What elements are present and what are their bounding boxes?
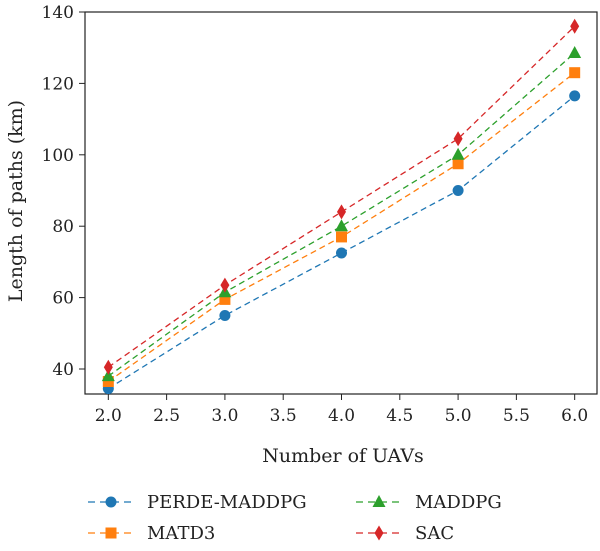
legend-marker bbox=[374, 525, 384, 541]
x-tick-label: 3.5 bbox=[270, 406, 297, 426]
legend-label: MATD3 bbox=[147, 523, 215, 544]
y-axis-ticks: 40 60 80 100 120 140 bbox=[42, 3, 85, 380]
data-point bbox=[102, 376, 114, 388]
y-tick-label: 80 bbox=[52, 217, 74, 237]
y-tick-label: 140 bbox=[42, 3, 74, 23]
x-tick-label: 4.5 bbox=[386, 406, 413, 426]
data-point bbox=[451, 147, 465, 160]
data-point bbox=[336, 231, 347, 243]
plot-frame bbox=[84, 11, 598, 395]
series-line bbox=[107, 95, 576, 390]
data-point bbox=[103, 359, 113, 375]
data-point bbox=[453, 131, 463, 147]
series-sac bbox=[103, 18, 580, 375]
legend-label: MADDPG bbox=[415, 492, 502, 513]
legend-label: SAC bbox=[415, 523, 454, 544]
data-point bbox=[452, 158, 464, 170]
legend-item: PERDE-MADDPG bbox=[88, 492, 307, 513]
data-point bbox=[569, 67, 581, 79]
x-tick-label: 6.0 bbox=[561, 406, 588, 426]
series-matd3 bbox=[102, 67, 581, 388]
x-tick-label: 2.5 bbox=[153, 406, 180, 426]
legend-marker bbox=[105, 496, 117, 508]
data-point bbox=[570, 18, 580, 34]
data-point bbox=[569, 90, 581, 102]
y-axis-label: Length of paths (km) bbox=[5, 100, 27, 302]
legend-label: PERDE-MADDPG bbox=[147, 492, 307, 513]
series-line bbox=[107, 25, 576, 368]
x-axis-label: Number of UAVs bbox=[262, 445, 424, 467]
data-point bbox=[336, 247, 347, 259]
legend-item: MATD3 bbox=[88, 523, 215, 544]
legend: PERDE-MADDPG MADDPG MATD3 SAC bbox=[88, 492, 502, 544]
data-point bbox=[220, 277, 230, 293]
legend-item: SAC bbox=[356, 523, 454, 544]
y-tick-label: 40 bbox=[52, 360, 74, 380]
data-point bbox=[219, 309, 231, 321]
x-tick-label: 2.0 bbox=[95, 406, 122, 426]
data-point bbox=[568, 46, 582, 59]
x-tick-label: 4.0 bbox=[328, 406, 355, 426]
data-point bbox=[335, 219, 348, 232]
legend-item: MADDPG bbox=[356, 492, 502, 513]
data-point bbox=[452, 185, 464, 197]
plot-area bbox=[84, 11, 598, 395]
y-tick-label: 60 bbox=[52, 289, 74, 309]
y-tick-label: 100 bbox=[42, 146, 74, 166]
legend-marker bbox=[372, 495, 386, 507]
x-tick-label: 5.0 bbox=[445, 406, 472, 426]
y-tick-label: 120 bbox=[42, 74, 74, 94]
data-point bbox=[337, 204, 346, 220]
x-tick-label: 3.0 bbox=[211, 406, 238, 426]
series-layer bbox=[101, 18, 582, 395]
legend-marker bbox=[105, 527, 117, 539]
data-point bbox=[219, 293, 231, 305]
data-point bbox=[101, 369, 115, 382]
x-axis-ticks: 2.0 2.5 3.0 3.5 4.0 4.5 5.0 5.5 6.0 bbox=[95, 394, 588, 426]
x-tick-label: 5.5 bbox=[503, 406, 530, 426]
series-line bbox=[107, 52, 576, 377]
